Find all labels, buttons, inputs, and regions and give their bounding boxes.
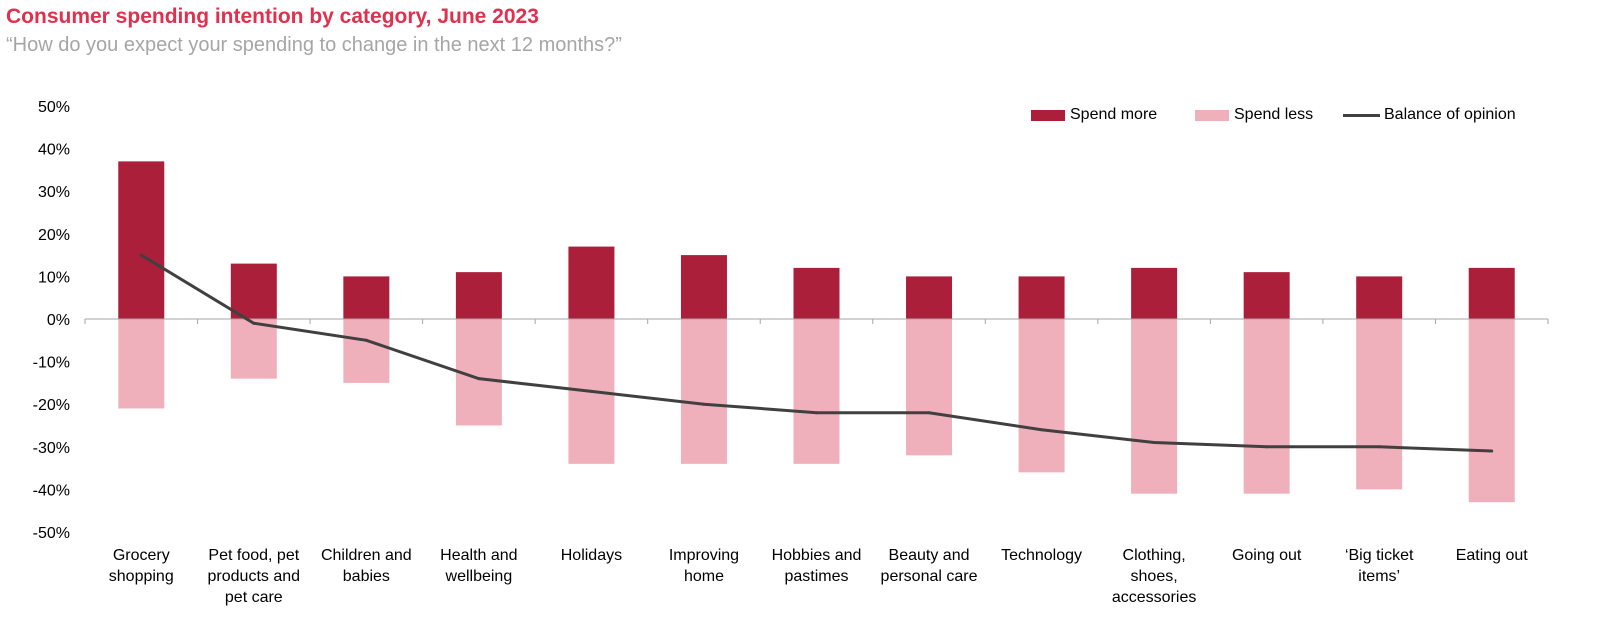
bar-spend-more [118,161,165,319]
y-tick-label: -10% [33,355,70,372]
category-label: Holidays [560,547,623,564]
legend-spend-more: Spend more [1031,106,1157,124]
bar-spend-more [1018,276,1065,319]
bar-spend-less [1243,319,1290,494]
balance-point [1152,441,1156,445]
y-tick-label: 0% [47,312,70,329]
bar-spend-less [1356,319,1403,490]
bar-spend-more [455,272,502,319]
legend-label: Balance of opinion [1384,106,1516,123]
bar-spend-less [343,319,390,383]
bar-spend-less [1131,319,1178,494]
bar-spend-less [1018,319,1065,473]
bar-spend-more [1356,276,1403,319]
bar-spend-less [230,319,277,379]
bar-spend-less [793,319,840,464]
legend-label: Spend more [1070,106,1158,123]
category-label: Eating out [1455,547,1528,564]
balance-point [927,411,931,415]
y-tick-label: 30% [38,184,70,201]
category-label: Clothing, shoes, accessories [1111,547,1197,606]
bar-spend-less [680,319,727,464]
y-tick-label: -20% [33,397,70,414]
category-label: Hobbies and pastimes [771,547,862,585]
bar-spend-more [793,267,840,319]
y-tick-label: -50% [33,525,70,542]
legend-swatch-balance [1343,113,1380,117]
chart-title: Consumer spending intention by category,… [6,5,539,28]
balance-point [139,253,143,257]
y-tick-label: -30% [33,440,70,457]
balance-point [1490,449,1494,453]
category-label: Grocery shopping [108,547,174,585]
y-tick-label: 50% [38,99,70,116]
bar-spend-less [118,319,165,409]
bar-spend-more [680,255,727,319]
balance-point [1377,445,1381,449]
balance-point [1040,428,1044,432]
y-tick-label: -40% [33,482,70,499]
balance-point [364,338,368,342]
legend-swatch-spend-more [1031,109,1065,121]
category-label: Health and wellbeing [440,547,518,585]
category-label: Children and babies [320,547,412,585]
balance-point [589,389,593,393]
bar-spend-more [230,263,277,319]
bar-spend-less [906,319,953,456]
bar-spend-more [1243,272,1290,319]
category-label: Improving home [668,547,740,585]
legend-spend-less: Spend less [1195,106,1313,124]
category-label: Technology [1001,547,1083,564]
category-label: ‘Big ticket items’ [1344,547,1414,585]
legend-label: Spend less [1234,106,1314,123]
balance-point [477,377,481,381]
bar-spend-more [568,246,615,319]
bar-spend-more [1468,267,1515,319]
category-label: Beauty and personal care [880,547,978,585]
y-tick-label: 10% [38,269,70,286]
balance-point [1265,445,1269,449]
y-tick-label: 20% [38,227,70,244]
bar-spend-more [906,276,953,319]
bar-spend-more [343,276,390,319]
bar-spend-less [1468,319,1515,503]
balance-point [815,411,818,415]
balance-point [702,402,706,406]
balance-point [252,321,256,325]
chart-subtitle: “How do you expect your spending to chan… [6,34,622,56]
bar-spend-more [1131,267,1178,319]
y-tick-label: 40% [38,142,70,159]
category-label: Going out [1231,547,1302,564]
legend-swatch-spend-less [1195,109,1229,121]
legend-balance: Balance of opinion [1343,106,1516,124]
category-label: Pet food, pet products and pet care [207,547,301,606]
